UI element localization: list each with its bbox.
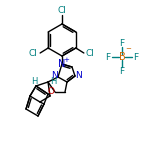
- Text: H: H: [50, 76, 56, 85]
- Text: N: N: [58, 59, 66, 69]
- Text: +: +: [64, 57, 69, 64]
- Text: F: F: [105, 52, 111, 62]
- Text: F: F: [133, 52, 139, 62]
- Text: −: −: [125, 46, 131, 52]
- Text: N: N: [51, 71, 57, 81]
- Text: F: F: [119, 38, 124, 47]
- Text: B: B: [119, 52, 125, 62]
- Text: Cl: Cl: [58, 6, 66, 15]
- Text: O: O: [47, 88, 55, 97]
- Text: N: N: [76, 71, 82, 79]
- Text: H: H: [31, 76, 37, 85]
- Text: Cl: Cl: [29, 48, 38, 57]
- Text: Cl: Cl: [85, 48, 94, 57]
- Text: F: F: [119, 67, 124, 76]
